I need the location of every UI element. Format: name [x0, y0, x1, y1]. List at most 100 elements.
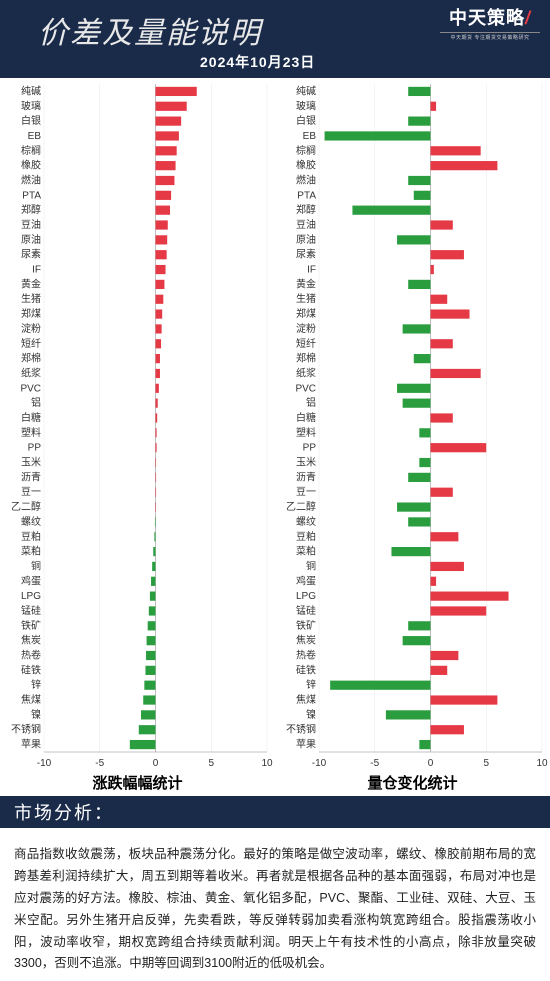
logo-text: 中天策略: [449, 8, 525, 28]
svg-text:锌: 锌: [31, 678, 41, 691]
bar: [154, 532, 155, 541]
svg-text:硅铁: 硅铁: [21, 663, 41, 676]
svg-text:豆一: 豆一: [21, 486, 41, 498]
svg-text:白银: 白银: [21, 114, 41, 127]
bar: [419, 740, 430, 749]
bar: [156, 428, 157, 437]
bar: [403, 636, 431, 645]
bar: [151, 577, 155, 586]
bar: [414, 191, 431, 200]
svg-text:淀粉: 淀粉: [296, 322, 316, 335]
bar: [130, 740, 156, 749]
bar: [431, 606, 487, 615]
svg-text:淀粉: 淀粉: [21, 322, 41, 335]
svg-text:沥青: 沥青: [21, 470, 41, 483]
svg-text:塑料: 塑料: [21, 426, 41, 439]
svg-text:橡胶: 橡胶: [21, 159, 41, 172]
bar: [156, 250, 167, 259]
svg-text:郑棉: 郑棉: [21, 352, 41, 365]
bar: [156, 235, 168, 244]
analysis-text: 商品指数收敛震荡，板块品种震荡分化。最好的策略是做空波动率，螺纹、橡胶前期布局的…: [14, 844, 536, 975]
bar: [352, 206, 430, 215]
bar: [408, 621, 430, 630]
svg-text:10: 10: [536, 758, 548, 769]
bar: [156, 131, 179, 140]
svg-text:不锈钢: 不锈钢: [11, 723, 41, 736]
bar: [156, 117, 182, 126]
bar: [414, 354, 431, 363]
svg-text:玻璃: 玻璃: [296, 99, 316, 112]
svg-text:10: 10: [261, 758, 273, 769]
svg-text:燃油: 燃油: [21, 173, 41, 186]
svg-text:玉米: 玉米: [21, 456, 41, 469]
svg-text:苹果: 苹果: [21, 738, 41, 751]
svg-text:乙二醇: 乙二醇: [286, 500, 316, 513]
bar: [431, 250, 464, 259]
bar: [431, 532, 459, 541]
svg-text:鸡蛋: 鸡蛋: [296, 574, 316, 587]
bar: [156, 354, 160, 363]
logo-subtitle: 中天期货 专注期货交易策略研究: [440, 32, 540, 41]
svg-text:PTA: PTA: [297, 190, 316, 201]
svg-text:螺纹: 螺纹: [296, 515, 316, 528]
bar: [431, 651, 459, 660]
svg-text:苹果: 苹果: [296, 738, 316, 751]
svg-text:LPG: LPG: [21, 591, 41, 602]
bar: [397, 502, 430, 511]
bar: [156, 220, 168, 229]
bar: [431, 309, 470, 318]
bar: [156, 280, 165, 289]
svg-text:螺纹: 螺纹: [21, 515, 41, 528]
bar: [156, 324, 162, 333]
left-chart: -10-50510纯碱玻璃白银EB棕榈橡胶燃油PTA郑醇豆油原油尿素IF黄金生猪…: [0, 78, 275, 796]
bar: [431, 577, 437, 586]
bar: [146, 651, 155, 660]
bar: [156, 176, 175, 185]
bar: [148, 621, 156, 630]
svg-text:不锈钢: 不锈钢: [286, 723, 316, 736]
bar: [156, 102, 187, 111]
svg-text:-5: -5: [95, 758, 104, 769]
bar: [408, 473, 430, 482]
svg-text:铁矿: 铁矿: [296, 619, 316, 632]
svg-text:纸浆: 纸浆: [296, 366, 316, 379]
bar: [156, 413, 158, 422]
bar: [403, 324, 431, 333]
bar: [330, 681, 430, 690]
svg-text:豆粕: 豆粕: [21, 530, 41, 543]
bar: [147, 636, 156, 645]
bar: [156, 369, 160, 378]
svg-text:黄金: 黄金: [21, 277, 41, 290]
svg-text:镍: 镍: [31, 708, 41, 721]
svg-text:玉米: 玉米: [296, 456, 316, 469]
bar: [431, 695, 498, 704]
bar: [156, 458, 157, 467]
svg-text:短纤: 短纤: [21, 337, 41, 350]
right-chart: -10-50510纯碱玻璃白银EB棕榈橡胶燃油PTA郑醇豆油原油尿素IF黄金生猪…: [275, 78, 550, 796]
svg-text:橡胶: 橡胶: [296, 159, 316, 172]
bar: [150, 592, 156, 601]
svg-text:生猪: 生猪: [296, 292, 316, 305]
bar: [153, 547, 155, 556]
svg-text:硅铁: 硅铁: [296, 663, 316, 676]
charts-area: -10-50510纯碱玻璃白银EB棕榈橡胶燃油PTA郑醇豆油原油尿素IF黄金生猪…: [0, 78, 550, 796]
header: 价差及量能说明 2024年10月23日 中天策略/ 中天期货 专注期货交易策略研…: [0, 0, 550, 78]
bar: [156, 502, 157, 511]
bar: [156, 146, 177, 155]
bar: [141, 710, 155, 719]
bar: [431, 666, 448, 675]
svg-text:锰硅: 锰硅: [21, 604, 41, 617]
svg-text:豆一: 豆一: [296, 486, 316, 498]
svg-text:IF: IF: [32, 265, 41, 276]
bar: [156, 443, 157, 452]
svg-text:0: 0: [428, 758, 434, 769]
bar: [149, 606, 156, 615]
bar: [156, 309, 163, 318]
svg-text:铜: 铜: [31, 560, 41, 572]
svg-text:郑煤: 郑煤: [21, 307, 41, 320]
bar: [431, 369, 481, 378]
bar: [156, 473, 157, 482]
bar: [156, 191, 172, 200]
bar: [139, 725, 156, 734]
svg-text:乙二醇: 乙二醇: [11, 500, 41, 513]
